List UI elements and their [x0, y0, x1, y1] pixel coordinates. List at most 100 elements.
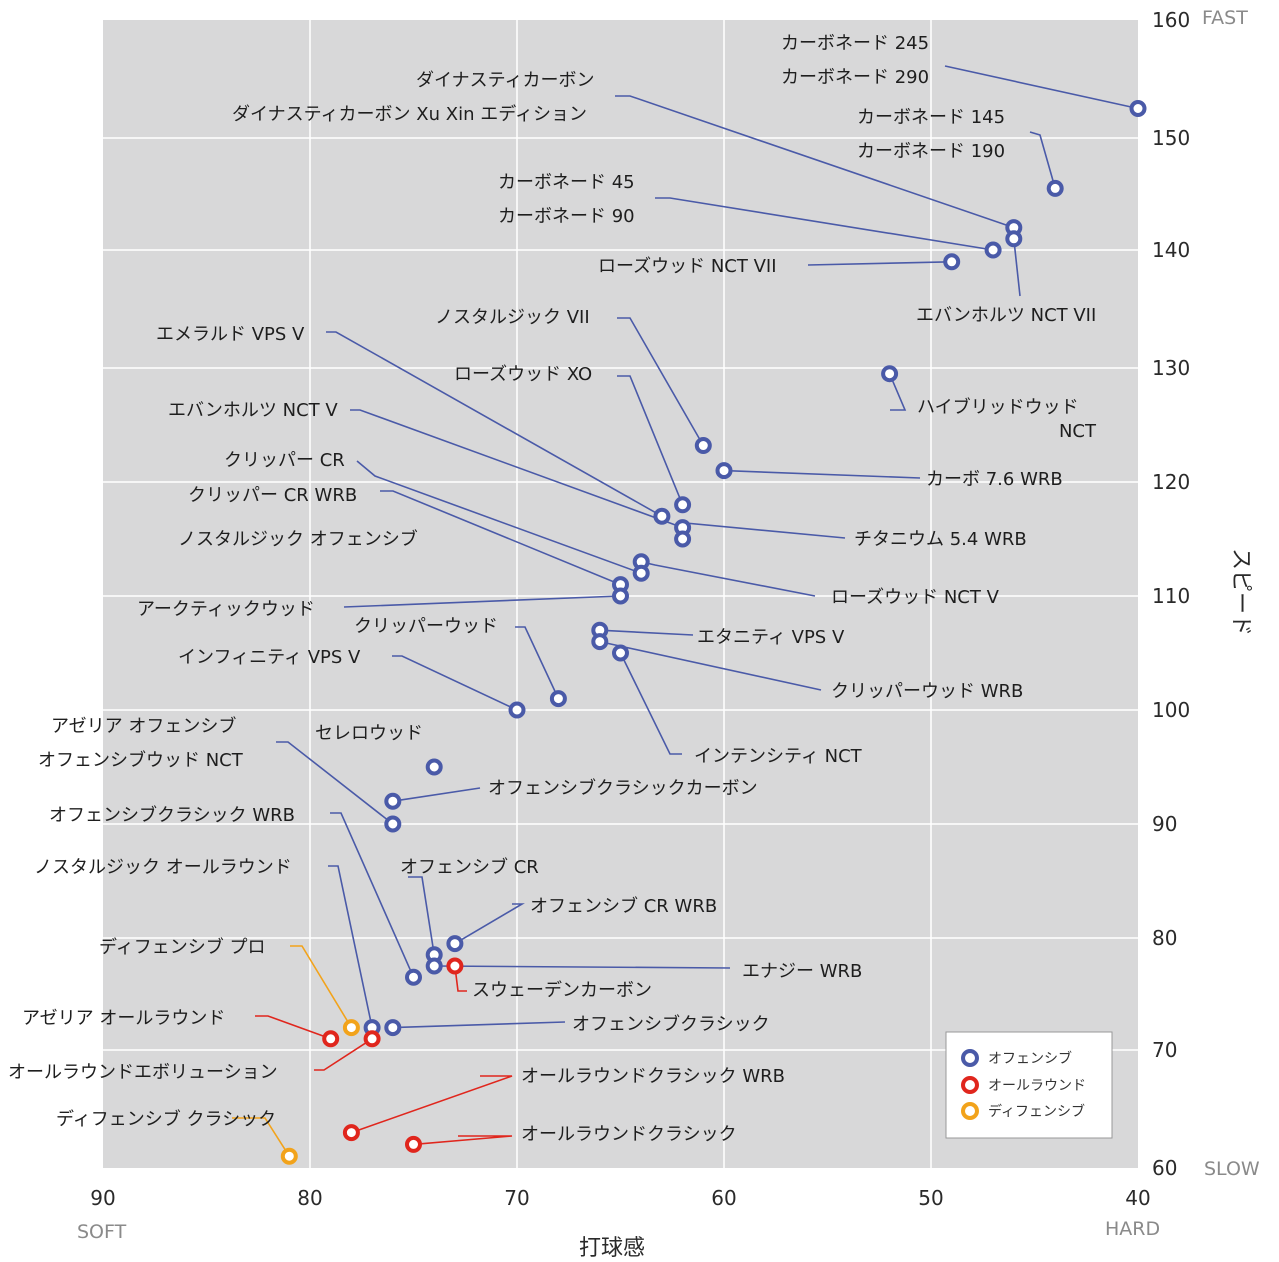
- leader-line: [1013, 238, 1021, 297]
- y-tick-label: 140: [1152, 238, 1190, 262]
- data-points: [280, 100, 1147, 1165]
- data-point: [405, 1135, 422, 1153]
- point-label: エメラルド VPS V: [156, 324, 305, 345]
- point-label: カーボネード 245: [781, 33, 929, 54]
- data-point: [984, 241, 1002, 259]
- y-tick-label: 90: [1152, 812, 1177, 836]
- leader-line: [326, 331, 663, 517]
- leader-line: [232, 1117, 290, 1157]
- point-label: カーボネード 190: [857, 141, 1005, 162]
- legend-defensive-icon: [961, 1102, 979, 1120]
- point-label: チタニウム 5.4 WRB: [854, 529, 1027, 550]
- data-point: [384, 1019, 402, 1037]
- point-label: オフェンシブウッド NCT: [38, 749, 244, 771]
- legend-box: [945, 1031, 1113, 1139]
- leader-line: [599, 640, 822, 691]
- point-label: ダイナスティカーボン: [416, 70, 595, 91]
- x-tick-label: 90: [90, 1186, 115, 1210]
- y-tick-label: 130: [1152, 356, 1190, 380]
- point-label: セレロウッド: [315, 723, 423, 744]
- point-label: ノスタルジック オールラウンド: [34, 857, 292, 878]
- y-tick-label: 70: [1152, 1038, 1177, 1062]
- leader-line: [434, 965, 731, 969]
- data-point: [425, 957, 443, 975]
- point-label: クリッパーウッド: [354, 616, 498, 637]
- leader-line: [392, 655, 518, 711]
- legend-item-defensive: ディフェンシブ: [988, 1103, 1085, 1120]
- y-tick-label: 110: [1152, 584, 1190, 608]
- leader-line: [356, 460, 642, 574]
- point-label: インテンシティ NCT: [694, 746, 863, 767]
- point-label: インフィニティ VPS V: [178, 647, 361, 668]
- data-point: [694, 437, 712, 455]
- legend: オフェンシブ オールラウンド ディフェンシブ: [945, 1031, 1113, 1139]
- point-label: オールラウンドクラシック: [521, 1124, 737, 1145]
- x-tick-label: 50: [918, 1186, 943, 1210]
- legend-offensive-icon: [961, 1049, 979, 1067]
- y-end-label-slow: SLOW: [1204, 1158, 1260, 1180]
- point-label: エバンホルツ NCT V: [168, 400, 338, 421]
- data-point: [508, 701, 526, 719]
- leader-line: [617, 317, 704, 446]
- leader-line: [328, 865, 373, 1028]
- point-label: オールラウンドエボリューション: [8, 1062, 278, 1083]
- data-point: [1129, 100, 1147, 117]
- data-point: [1005, 230, 1023, 248]
- y-tick-label: 150: [1152, 126, 1190, 150]
- point-label: クリッパーウッド WRB: [831, 681, 1023, 702]
- legend-item-offensive: オフェンシブ: [988, 1050, 1072, 1067]
- data-point: [1046, 179, 1064, 197]
- y-tick-labels: 160 150 140 130 120 110 100 90 80 70 60: [1152, 8, 1190, 1180]
- leader-line: [515, 626, 560, 699]
- data-point: [549, 690, 567, 708]
- leader-line: [807, 261, 952, 266]
- leader-line: [350, 409, 683, 529]
- point-label: カーボネード 90: [498, 206, 635, 227]
- leader-line: [888, 373, 907, 411]
- point-label: アークティックウッド: [137, 599, 315, 620]
- grid-lines: [103, 20, 1138, 1168]
- point-label: カーボネード 45: [498, 172, 635, 193]
- data-point: [612, 644, 629, 662]
- point-label: カーボネード 290: [781, 67, 929, 88]
- data-point: [405, 968, 422, 986]
- point-label: カーボ 7.6 WRB: [926, 469, 1063, 490]
- point-label: クリッパー CR: [224, 450, 345, 471]
- leader-line: [392, 787, 481, 802]
- point-label: カーボネード 145: [857, 107, 1005, 128]
- point-label: エバンホルツ NCT VII: [916, 305, 1096, 326]
- leader-line: [343, 595, 621, 608]
- point-label: ディフェンシブ クラシック: [56, 1108, 276, 1130]
- point-label: ローズウッド NCT V: [831, 587, 1000, 608]
- y-tick-label: 120: [1152, 470, 1190, 494]
- point-label: ディフェンシブ プロ: [99, 936, 265, 958]
- x-tick-label: 70: [504, 1186, 529, 1210]
- legend-allround-icon: [961, 1076, 979, 1094]
- leader-line: [392, 1021, 566, 1029]
- data-point: [342, 1019, 360, 1037]
- point-label: NCT: [1059, 421, 1097, 442]
- data-point: [715, 462, 733, 480]
- leader-line: [655, 197, 994, 251]
- leader-line: [330, 812, 415, 978]
- point-labels: カーボネード 245 カーボネード 290 ダイナスティカーボン ダイナスティカ…: [8, 33, 1097, 1145]
- data-point: [384, 792, 402, 810]
- point-label: オフェンシブクラシック WRB: [49, 804, 295, 826]
- point-label: ダイナスティカーボン Xu Xin エディション: [232, 104, 587, 125]
- leader-line: [314, 1038, 373, 1071]
- point-label: オフェンシブ CR WRB: [530, 895, 717, 917]
- data-point: [342, 1124, 360, 1142]
- leader-line: [380, 490, 621, 586]
- y-end-label-fast: FAST: [1202, 7, 1248, 29]
- x-axis-label: 打球感: [579, 1236, 645, 1261]
- x-end-label-soft: SOFT: [77, 1221, 127, 1243]
- y-axis-label: スピード: [1228, 548, 1253, 636]
- point-label: エタニティ VPS V: [697, 627, 845, 648]
- data-point: [591, 633, 609, 651]
- data-point: [881, 365, 899, 383]
- data-point: [425, 758, 443, 776]
- data-point: [280, 1147, 298, 1165]
- leader-line: [723, 469, 921, 479]
- x-tick-label: 80: [297, 1186, 322, 1210]
